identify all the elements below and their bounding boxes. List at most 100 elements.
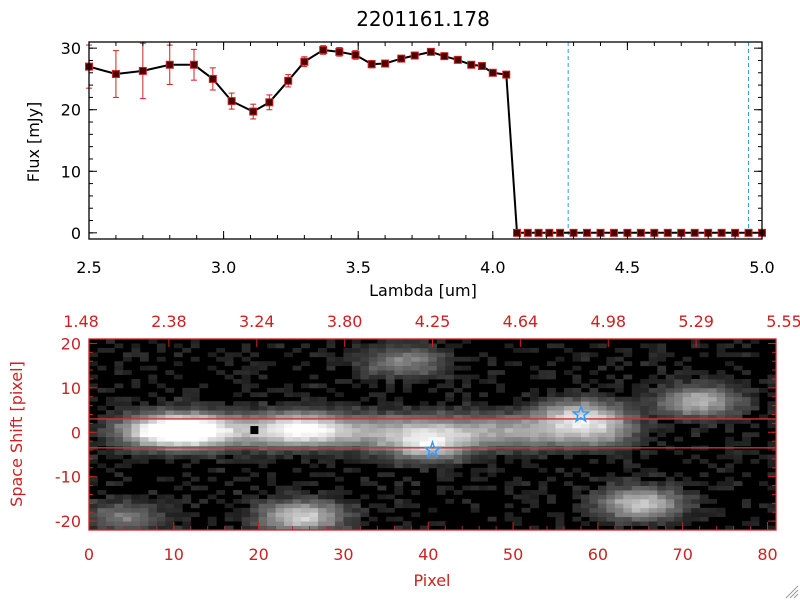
image-pixel bbox=[343, 450, 353, 455]
image-pixel bbox=[428, 347, 438, 353]
image-pixel bbox=[759, 387, 768, 393]
image-pixel bbox=[419, 467, 429, 473]
resize-grip-icon[interactable] bbox=[785, 585, 799, 599]
image-pixel bbox=[436, 485, 446, 491]
image-pixel bbox=[216, 410, 226, 415]
image-pixel bbox=[377, 339, 387, 344]
image-pixel bbox=[165, 427, 175, 433]
image-pixel bbox=[309, 352, 319, 358]
image-pixel bbox=[207, 516, 217, 522]
image-pixel bbox=[453, 458, 463, 464]
image-pixel bbox=[589, 450, 599, 455]
image-pixel bbox=[334, 521, 344, 526]
image-pixel bbox=[131, 436, 141, 442]
image-pixel bbox=[190, 387, 200, 393]
image-pixel bbox=[462, 374, 472, 380]
data-point bbox=[319, 46, 328, 55]
image-pixel bbox=[750, 387, 760, 393]
image-pixel bbox=[419, 365, 429, 371]
image-pixel bbox=[496, 418, 505, 424]
image-pixel bbox=[326, 410, 336, 415]
image-pixel bbox=[394, 365, 404, 371]
image-pixel bbox=[318, 396, 327, 402]
image-pixel bbox=[648, 410, 658, 415]
image-pixel bbox=[301, 418, 310, 424]
image-pixel bbox=[105, 423, 115, 429]
image-pixel bbox=[309, 383, 319, 389]
image-pixel bbox=[462, 396, 472, 402]
image-pixel bbox=[767, 392, 777, 398]
image-pixel bbox=[631, 481, 641, 486]
image-pixel bbox=[241, 494, 251, 500]
image-pixel bbox=[487, 405, 497, 411]
image-pixel bbox=[742, 503, 751, 509]
image-pixel bbox=[301, 383, 310, 389]
image-pixel bbox=[318, 432, 327, 438]
image-pixel bbox=[258, 463, 268, 469]
image-pixel bbox=[733, 392, 743, 398]
image-pixel bbox=[250, 498, 260, 504]
image-pixel bbox=[504, 490, 514, 495]
image-pixel bbox=[547, 512, 556, 518]
image-pixel bbox=[699, 392, 709, 398]
image-pixel bbox=[479, 441, 489, 446]
image-pixel bbox=[699, 383, 709, 389]
image-pixel bbox=[258, 521, 268, 526]
image-pixel bbox=[572, 378, 582, 384]
image-pixel bbox=[131, 347, 141, 353]
image-pixel bbox=[250, 454, 260, 460]
image-pixel bbox=[301, 494, 310, 500]
image-pixel bbox=[207, 414, 217, 420]
image-pixel bbox=[292, 432, 302, 438]
image-pixel bbox=[360, 436, 370, 442]
image-pixel bbox=[631, 503, 641, 509]
image-pixel bbox=[411, 339, 421, 344]
image-pixel bbox=[665, 525, 675, 531]
image-pixel bbox=[148, 503, 158, 509]
image-pixel bbox=[589, 498, 599, 504]
image-pixel bbox=[402, 347, 412, 353]
image-pixel bbox=[674, 485, 684, 491]
image-y-label: Space Shift [pixel] bbox=[7, 361, 26, 507]
image-pixel bbox=[411, 512, 421, 518]
image-pixel bbox=[428, 427, 438, 433]
image-pixel bbox=[216, 498, 226, 504]
image-pixel bbox=[470, 503, 480, 509]
image-pixel bbox=[156, 476, 166, 482]
image-pixel bbox=[360, 441, 370, 446]
x-tick-label: 3.0 bbox=[211, 258, 236, 277]
image-pixel bbox=[665, 374, 675, 380]
image-pixel bbox=[699, 472, 709, 478]
image-pixel bbox=[334, 427, 344, 433]
image-pixel bbox=[547, 494, 556, 500]
image-pixel bbox=[351, 343, 361, 349]
image-pixel bbox=[665, 392, 675, 398]
image-pixel bbox=[716, 467, 726, 473]
image-pixel bbox=[318, 512, 327, 518]
image-pixel bbox=[657, 521, 667, 526]
image-pixel bbox=[122, 427, 132, 433]
image-pixel bbox=[631, 414, 641, 420]
image-pixel bbox=[224, 374, 234, 380]
image-pixel bbox=[207, 521, 217, 526]
image-pixel bbox=[445, 352, 455, 358]
image-pixel bbox=[139, 525, 149, 531]
image-pixel bbox=[190, 432, 200, 438]
image-pixel bbox=[402, 387, 412, 393]
image-pixel bbox=[742, 387, 751, 393]
spectral-image bbox=[89, 339, 777, 531]
wavelength-tick-label: 3.80 bbox=[327, 312, 363, 331]
image-pixel bbox=[606, 410, 616, 415]
image-pixel bbox=[640, 387, 650, 393]
image-pixel bbox=[275, 507, 285, 513]
image-pixel bbox=[436, 339, 446, 344]
image-pixel bbox=[682, 494, 692, 500]
image-pixel bbox=[411, 365, 421, 371]
data-point bbox=[381, 59, 390, 68]
image-pixel bbox=[453, 454, 463, 460]
image-pixel bbox=[351, 441, 361, 446]
image-pixel bbox=[284, 507, 293, 513]
image-pixel bbox=[665, 410, 675, 415]
image-pixel bbox=[521, 481, 531, 486]
image-pixel bbox=[368, 361, 378, 367]
